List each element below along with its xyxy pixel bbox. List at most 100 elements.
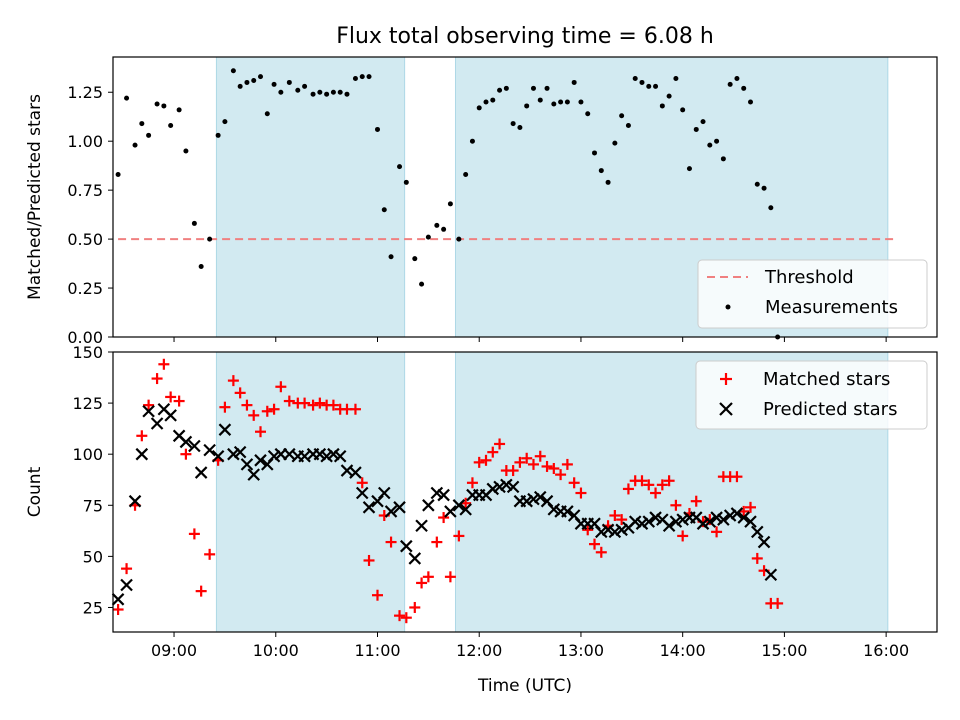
- matched-stars-point-19: [255, 426, 267, 438]
- bottom-ytick-label-4: 125: [72, 394, 103, 413]
- measurements-point-14: [222, 119, 228, 125]
- matched-stars-point-41: [416, 577, 428, 589]
- predicted-stars-point-4: [142, 404, 155, 418]
- matched-stars-point-77: [663, 475, 675, 487]
- top-ytick-label-4: 1.00: [67, 132, 103, 151]
- measurements-point-31: [344, 91, 350, 97]
- bottom-ytick-label-2: 75: [83, 496, 103, 515]
- predicted-stars-point-11: [194, 466, 208, 479]
- top-shaded-interval-0: [216, 57, 405, 337]
- measurements-point-37: [388, 254, 394, 260]
- bottom-ytick-label-0: 25: [83, 598, 103, 617]
- predicted-stars-point-46: [452, 499, 466, 512]
- measurements-point-74: [646, 83, 652, 89]
- matched-stars-point-79: [677, 530, 689, 542]
- measurements-point-18: [251, 77, 257, 83]
- matched-legend-label: Matched stars: [763, 369, 890, 390]
- measurements-point-88: [741, 85, 747, 91]
- top-legend: Threshold Measurements: [697, 259, 928, 329]
- measurements-point-7: [168, 123, 174, 129]
- bottom-xtick-label-1: 10:00: [253, 641, 299, 660]
- measurements-point-48: [469, 138, 475, 144]
- measurements-point-60: [551, 101, 557, 107]
- measurements-point-29: [330, 89, 336, 95]
- bottom-ylabel: Count: [25, 466, 45, 517]
- matched-stars-point-44: [438, 512, 450, 524]
- predicted-stars-point-74: [642, 515, 656, 528]
- matched-stars-point-73: [636, 475, 648, 487]
- predicted-stars-point-40: [408, 552, 422, 565]
- matched-stars-point-76: [656, 479, 668, 491]
- measurements-point-67: [598, 168, 604, 174]
- measurements-point-22: [278, 89, 284, 95]
- predicted-stars-point-1: [120, 578, 133, 592]
- matched-stars-point-54: [507, 465, 519, 477]
- measurements-point-20: [264, 111, 270, 117]
- predicted-stars-point-54: [506, 480, 520, 494]
- matched-stars-point-57: [527, 458, 539, 470]
- measurements-point-28: [324, 91, 330, 97]
- measurements-point-85: [720, 156, 726, 162]
- top-axes-frame: [112, 56, 938, 338]
- matched-stars-point-25: [299, 397, 311, 409]
- measurements-point-26: [310, 91, 316, 97]
- bottom-legend-box: [695, 360, 928, 430]
- measurements-point-64: [578, 99, 584, 105]
- top-ylabel: Matched/Predicted stars: [25, 94, 45, 300]
- bottom-xlabel: Time (UTC): [477, 676, 572, 696]
- matched-stars-point-4: [143, 399, 155, 411]
- predicted-stars-point-91: [757, 535, 771, 549]
- matched-stars-point-93: [772, 597, 784, 609]
- matched-stars-point-12: [204, 548, 216, 560]
- threshold-legend-label: Threshold: [764, 267, 854, 288]
- measurements-point-9: [183, 148, 189, 154]
- measurements-point-59: [544, 85, 550, 91]
- measurements-point-46: [456, 236, 462, 242]
- measurements-point-68: [605, 179, 611, 185]
- bottom-legend: Matched stars Predicted stars: [695, 360, 928, 430]
- measurements-point-51: [490, 97, 496, 103]
- measurements-point-77: [666, 93, 672, 99]
- matched-stars-point-18: [248, 409, 260, 421]
- measurements-point-42: [425, 234, 431, 240]
- measurements-point-84: [714, 138, 720, 144]
- measurements-point-41: [419, 281, 425, 287]
- measurements-point-38: [397, 164, 403, 170]
- bottom-xtick-label-7: 16:00: [863, 641, 909, 660]
- predicted-stars-point-38: [393, 501, 406, 514]
- predicted-stars-point-58: [533, 490, 547, 504]
- measurements-point-78: [673, 76, 679, 82]
- measurements-point-10: [191, 220, 197, 226]
- measurements-point-13: [215, 132, 221, 138]
- predicted-stars-point-17: [240, 458, 254, 471]
- measurements-point-52: [497, 87, 503, 93]
- matched-stars-point-89: [744, 501, 756, 513]
- measurements-point-72: [632, 76, 638, 82]
- matched-stars-point-52: [494, 438, 506, 450]
- measurements-point-40: [412, 256, 418, 262]
- predicted-stars-point-2: [128, 494, 142, 508]
- measurements-point-25: [302, 83, 308, 89]
- measurements-point-43: [434, 222, 440, 228]
- measurements-point-65: [585, 111, 591, 117]
- matched-legend-swatch: [720, 373, 732, 385]
- predicted-legend-label: Predicted stars: [763, 399, 897, 420]
- bottom-axes-frame: [112, 351, 938, 633]
- predicted-stars-point-88: [737, 511, 750, 524]
- measurements-point-82: [700, 119, 706, 125]
- measurements-point-4: [146, 132, 152, 138]
- measurements-legend-swatch: [725, 304, 731, 310]
- measurements-point-45: [447, 201, 453, 207]
- predicted-stars-point-3: [135, 447, 149, 461]
- predicted-stars-point-0: [111, 593, 125, 606]
- matched-stars-point-59: [541, 460, 553, 472]
- predicted-stars-point-45: [444, 505, 457, 518]
- matched-stars-point-74: [643, 479, 655, 491]
- measurements-point-11: [198, 264, 204, 270]
- predicted-stars-point-83: [703, 515, 717, 528]
- top-ytick-label-2: 0.50: [67, 230, 103, 249]
- measurements-point-90: [754, 181, 760, 187]
- measurements-point-27: [317, 89, 323, 95]
- predicted-stars-point-33: [355, 486, 369, 500]
- predicted-stars-point-92: [764, 568, 778, 582]
